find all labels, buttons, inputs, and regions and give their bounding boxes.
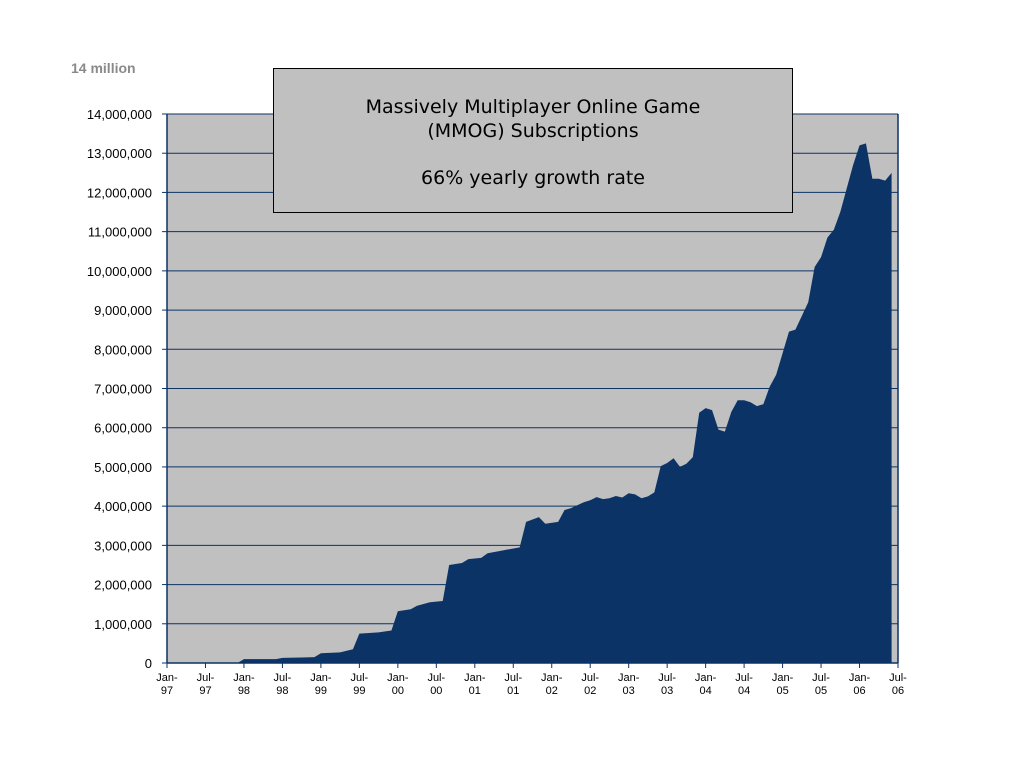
y-tick-label: 6,000,000 xyxy=(94,421,152,436)
x-tick-label: 06 xyxy=(853,685,865,697)
x-tick-label: 02 xyxy=(546,685,558,697)
x-tick-label: Jul- xyxy=(581,672,599,684)
x-tick-label: Jan- xyxy=(849,672,871,684)
x-tick-label: 01 xyxy=(469,685,481,697)
x-tick-label: Jul- xyxy=(889,672,907,684)
y-tick-label: 5,000,000 xyxy=(94,460,152,475)
x-axis-labels: Jan-97Jul-97Jan-98Jul-98Jan-99Jul-99Jan-… xyxy=(156,672,907,697)
x-tick-label: 04 xyxy=(700,685,712,697)
x-tick-label: 03 xyxy=(623,685,635,697)
chart-title-line-1: Massively Multiplayer Online Game xyxy=(365,96,701,118)
x-tick-label: Jul- xyxy=(658,672,676,684)
chart-title-box: Massively Multiplayer Online Game (MMOG)… xyxy=(273,68,793,213)
x-tick-label: 01 xyxy=(507,685,519,697)
x-tick-label: 06 xyxy=(892,685,904,697)
x-tick-label: 97 xyxy=(161,685,173,697)
x-tick-label: 03 xyxy=(661,685,673,697)
x-tick-label: 02 xyxy=(584,685,596,697)
x-tick-label: Jul- xyxy=(427,672,445,684)
x-tick-label: Jan- xyxy=(387,672,409,684)
x-tick-label: 98 xyxy=(238,685,250,697)
y-tick-label: 3,000,000 xyxy=(94,538,152,553)
x-tick-label: Jan- xyxy=(541,672,563,684)
x-tick-label: Jan- xyxy=(310,672,332,684)
x-tick-label: Jul- xyxy=(351,672,369,684)
x-tick-label: 05 xyxy=(815,685,827,697)
y-tick-label: 12,000,000 xyxy=(87,185,152,200)
x-tick-label: 98 xyxy=(276,685,288,697)
y-tick-label: 2,000,000 xyxy=(94,578,152,593)
x-tick-label: 00 xyxy=(430,685,442,697)
y-tick-label: 10,000,000 xyxy=(87,264,152,279)
y-tick-label: 8,000,000 xyxy=(94,342,152,357)
x-tick-label: Jan- xyxy=(156,672,178,684)
chart-title-line-2: (MMOG) Subscriptions xyxy=(427,120,639,142)
y-tick-label: 4,000,000 xyxy=(94,499,152,514)
y-tick-label: 0 xyxy=(145,656,152,671)
x-tick-label: Jul- xyxy=(812,672,830,684)
y-tick-label: 11,000,000 xyxy=(88,225,152,240)
chart-subtitle: 66% yearly growth rate xyxy=(421,167,645,189)
x-tick-label: Jan- xyxy=(464,672,486,684)
x-tick-label: 04 xyxy=(738,685,750,697)
x-tick-label: 99 xyxy=(353,685,365,697)
x-tick-label: Jan- xyxy=(233,672,255,684)
subscriptions-area xyxy=(167,143,892,663)
x-tick-label: Jan- xyxy=(618,672,640,684)
x-tick-label: 00 xyxy=(392,685,404,697)
y-axis-labels: 0 1,000,000 2,000,000 3,000,000 4,000,000 5,0… xyxy=(87,107,152,671)
y-tick-label: 9,000,000 xyxy=(94,303,152,318)
x-tick-label: 97 xyxy=(199,685,211,697)
x-tick-label: 05 xyxy=(776,685,788,697)
x-tick-label: Jul- xyxy=(735,672,753,684)
x-tick-label: 99 xyxy=(315,685,327,697)
y-tick-label: 13,000,000 xyxy=(87,146,152,161)
area-layer xyxy=(167,143,892,663)
x-tick-label: Jan- xyxy=(695,672,717,684)
x-tick-label: Jul- xyxy=(504,672,522,684)
x-tick-label: Jul- xyxy=(274,672,292,684)
y-tick-label: 14,000,000 xyxy=(87,107,152,122)
corner-label: 14 million xyxy=(71,60,136,76)
x-tick-label: Jan- xyxy=(772,672,794,684)
y-tick-label: 1,000,000 xyxy=(94,617,152,632)
y-tick-label: 7,000,000 xyxy=(94,382,152,397)
x-tick-label: Jul- xyxy=(197,672,215,684)
axes xyxy=(162,113,899,668)
